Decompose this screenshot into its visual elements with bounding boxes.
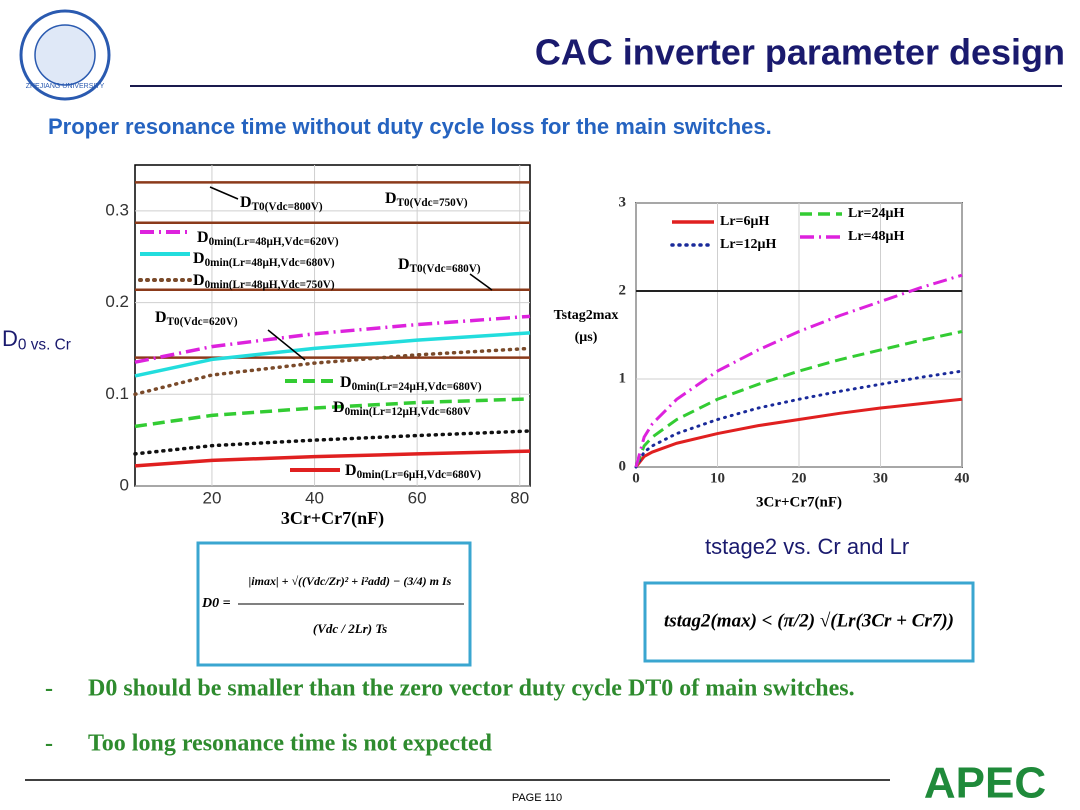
formula-numerator: |imax| + √((Vdc/Zr)² + i²add) − (3/4) m … [249,574,452,588]
legend-label: D0min(Lr=12μH,Vdc=680V [333,399,471,418]
legend-label: Lr=6μH [720,214,769,229]
series-line [634,397,963,468]
x-axis-label: 3Cr+Cr7(nF) [756,494,842,510]
x-tick-label: 60 [408,488,427,507]
y-tick-label: 0.1 [105,384,129,403]
legend-label: D0min(Lr=48μH,Vdc=750V) [193,272,335,291]
page-number: PAGE 110 [512,792,562,804]
annotation-arrow [469,273,493,291]
title: CAC inverter parameter design [535,32,1065,73]
legend-label: DT0(Vdc=800V) [240,194,323,213]
annotation-arrow [267,329,306,361]
series-line [134,314,531,364]
y-tick-label: 1 [619,370,627,386]
legend-label: DT0(Vdc=620V) [155,309,238,328]
x-tick-label: 40 [305,488,324,507]
series-line [634,330,963,468]
y-tick-label: 0.2 [105,292,129,311]
logo-inner [34,24,96,86]
bullet-dash: - [45,676,53,702]
x-tick-label: 20 [792,470,807,486]
legend-label: Lr=48μH [848,229,904,244]
y-tick-label: 3 [619,194,627,210]
series-line [134,449,531,468]
y-tick-label: 2 [619,282,627,298]
formula-lhs: D0 = [201,596,231,611]
formula-box [196,541,472,667]
series-line [634,369,964,469]
y-tick-label: 0 [120,475,129,494]
x-tick-label: 0 [632,470,640,486]
legend-label: D0min(Lr=48μH,Vdc=680V) [193,250,335,269]
legend-label: Lr=24μH [848,206,904,221]
x-tick-label: 80 [510,488,529,507]
x-tick-label: 10 [710,470,725,486]
x-tick-label: 20 [202,488,221,507]
annotation-arrow [209,186,239,200]
series-line [134,397,531,429]
series-line [133,429,532,456]
bullet: Too long resonance time is not expected [88,731,493,757]
x-axis-label: 3Cr+Cr7(nF) [281,508,384,529]
series-line [133,346,532,397]
legend-label: DT0(Vdc=750V) [385,190,468,209]
x-tick-label: 30 [873,470,888,486]
logo-text: ZHEJIANG UNIVERSITY [26,83,105,90]
subtitle: Proper resonance time without duty cycle… [48,114,772,139]
y-axis-label: Tstag2max [554,308,619,323]
formula: tstag2(max) < (π/2) √(Lr(3Cr + Cr7)) [664,610,954,631]
series-line [134,331,531,378]
legend-label: DT0(Vdc=680V) [398,256,481,275]
legend-label: Lr=12μH [720,237,776,252]
formula-denominator: (Vdc / 2Lr) Ts [313,621,387,636]
formula-box [643,581,975,663]
caption: tstage2 vs. Cr and Lr [705,534,909,559]
logo [19,9,111,101]
bullet-dash: - [45,731,53,757]
legend-label: D0min(Lr=48μH,Vdc=620V) [197,229,339,248]
x-tick-label: 40 [955,470,970,486]
y-tick-label: 0.3 [105,200,129,219]
caption: D0 vs. Cr [2,326,71,354]
y-axis-label: (μs) [575,330,598,345]
bullet: D0 should be smaller than the zero vecto… [88,676,855,702]
legend-label: D0min(Lr=24μH,Vdc=680V) [340,374,482,393]
legend-label: D0min(Lr=6μH,Vdc=680V) [345,462,481,481]
series-line [634,273,963,468]
brand: APEC [924,759,1046,808]
y-tick-label: 0 [619,458,627,474]
